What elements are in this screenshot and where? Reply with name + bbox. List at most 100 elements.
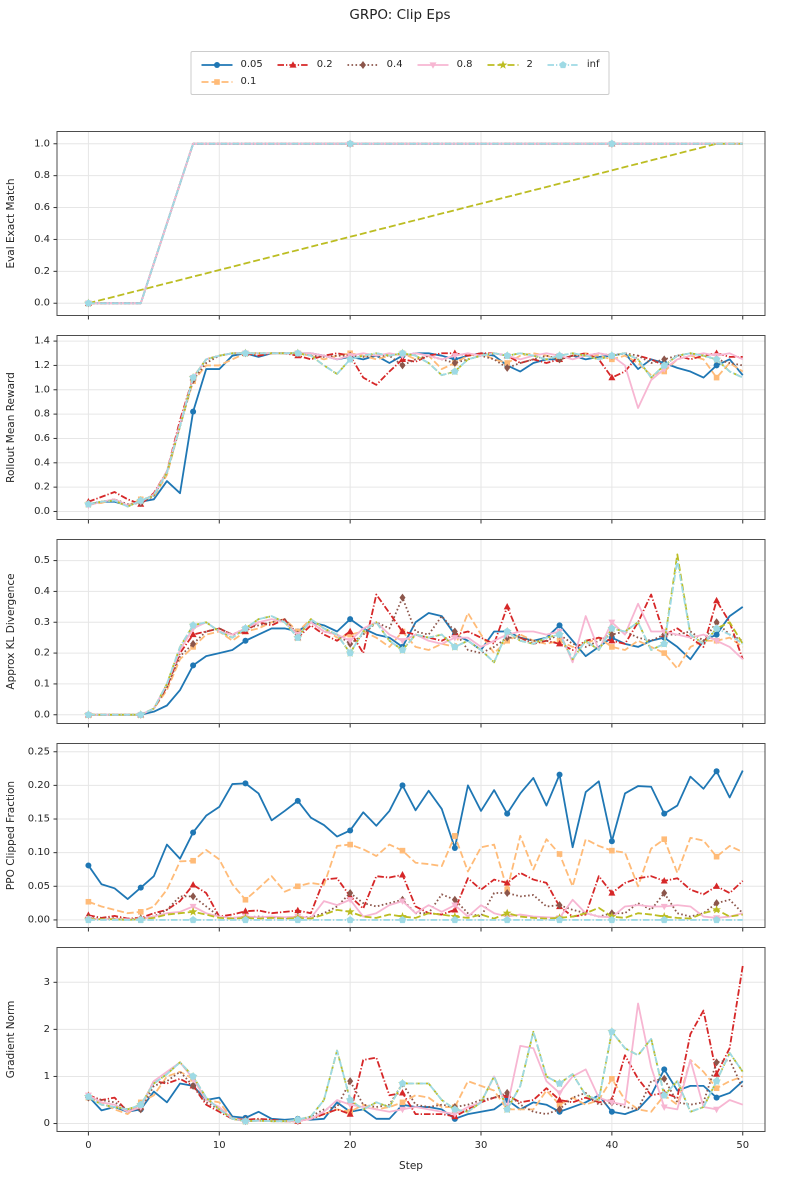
circle-marker xyxy=(608,1108,615,1115)
triangle-up-marker xyxy=(398,1089,406,1096)
pentagon-marker xyxy=(712,1077,721,1085)
series-inf xyxy=(88,142,743,305)
series-0.2 xyxy=(88,871,744,920)
pentagon-marker xyxy=(608,916,616,924)
x-axis-label: Step xyxy=(399,1160,423,1172)
y-tick-label: 0.2 xyxy=(34,648,50,659)
pentagon-marker xyxy=(346,916,354,924)
y-tick-label: 0.0 xyxy=(34,298,50,309)
diamond-marker xyxy=(451,627,458,636)
y-tick-label: 0.05 xyxy=(28,881,50,892)
diamond-marker xyxy=(556,1105,563,1114)
circle-marker xyxy=(294,797,301,804)
pentagon-marker xyxy=(84,710,93,718)
diamond-marker xyxy=(713,1058,720,1067)
pentagon-marker xyxy=(398,349,407,357)
diamond-marker xyxy=(347,1077,354,1086)
y-tick-label: 0.4 xyxy=(34,457,50,468)
x-tick-label: 50 xyxy=(736,1140,749,1151)
y-axis-label: PPO Clipped Fraction xyxy=(5,781,17,890)
legend: 0.05 0.2 0.4 0.8 2 inf 0.1 xyxy=(190,51,610,95)
pentagon-marker xyxy=(84,916,93,924)
chart-title: GRPO: Clip Eps xyxy=(349,7,451,23)
circle-marker xyxy=(556,622,563,629)
triangle-up-marker xyxy=(608,636,616,644)
pentagon-marker xyxy=(241,916,250,924)
subplot-canvas: 0.0 0.1 0.2 0.3 0.4 0.5 Approx KL Divergence xyxy=(5,539,766,728)
pentagon-marker xyxy=(398,646,407,654)
legend-item-0.4: 0.4 xyxy=(347,58,403,71)
triangle-down-marker xyxy=(660,1104,668,1111)
pentagon-marker xyxy=(503,351,511,359)
series-inf xyxy=(88,352,744,508)
y-tick-label: 0.2 xyxy=(34,266,50,277)
triangle-up-marker xyxy=(556,640,564,647)
triangle-down-marker xyxy=(451,353,459,360)
legend-item-inf: inf xyxy=(547,58,600,71)
circle-marker xyxy=(504,810,511,817)
circle-marker xyxy=(137,884,144,891)
legend-item-0.1: 0.1 xyxy=(201,75,263,88)
pentagon-marker xyxy=(451,1105,459,1113)
square-marker xyxy=(452,833,458,839)
circle-marker xyxy=(190,662,197,669)
pentagon-marker xyxy=(346,355,354,363)
triangle-up-marker xyxy=(660,877,668,884)
y-tick-label: 3 xyxy=(44,977,50,988)
square-marker xyxy=(347,841,353,848)
diamond-marker xyxy=(399,361,406,370)
y-tick-label: 0.4 xyxy=(34,234,50,245)
square-marker xyxy=(661,836,668,842)
series-0.1 xyxy=(88,834,744,915)
star-marker xyxy=(712,905,721,914)
pentagon-marker xyxy=(241,1117,250,1125)
pentagon-marker xyxy=(294,633,302,641)
pentagon-marker xyxy=(608,351,616,359)
subplot-gradient-norm: 0 1 2 3 0 10 20 30 40 50 Gradient Norm Step xyxy=(0,947,800,1180)
triangle-down-marker xyxy=(346,897,354,904)
diamond-marker xyxy=(360,60,367,69)
triangle-up-marker xyxy=(451,906,459,913)
y-tick-label: 0.2 xyxy=(34,482,50,493)
pentagon-marker xyxy=(712,624,721,632)
y-axis-label: Rollout Mean Reward xyxy=(5,372,17,483)
square-marker xyxy=(556,851,563,857)
square-marker xyxy=(661,650,668,656)
pentagon-marker xyxy=(503,1105,511,1113)
legend-label: 0.2 xyxy=(316,59,333,70)
diamond-marker xyxy=(661,355,668,364)
triangle-up-marker xyxy=(346,1110,354,1117)
legend-label: 2 xyxy=(526,59,533,70)
axes-frame xyxy=(56,335,766,520)
pentagon-marker xyxy=(555,630,564,638)
y-tick-label: 0.8 xyxy=(34,170,50,181)
pentagon-marker xyxy=(137,916,145,924)
y-tick-label: 1.4 xyxy=(34,336,50,347)
pentagon-marker xyxy=(346,1096,354,1104)
pentagon-marker xyxy=(608,1027,616,1035)
y-axis-label: Eval Exact Match xyxy=(5,178,17,268)
star-marker xyxy=(502,908,512,917)
pentagon-marker xyxy=(241,624,250,632)
pentagon-marker xyxy=(712,355,721,363)
circle-marker xyxy=(190,829,197,836)
y-tick-label: 0.3 xyxy=(34,617,50,628)
square-marker xyxy=(609,1076,615,1082)
pentagon-marker xyxy=(84,500,93,508)
diamond-marker xyxy=(504,1088,511,1097)
subplot-rollout-mean-reward: 0.0 0.2 0.4 0.6 0.8 1.0 1.2 1.4 Rollout Mean Rew… xyxy=(0,335,800,531)
subplot-approx-kl-divergence: 0.0 0.1 0.2 0.3 0.4 0.5 Approx KL Divergence xyxy=(0,539,800,735)
pentagon-marker xyxy=(608,624,616,632)
triangle-down-marker xyxy=(346,1102,354,1109)
triangle-up-marker xyxy=(608,373,616,381)
circle-marker xyxy=(713,362,720,369)
circle-marker xyxy=(661,1066,668,1073)
series-0.4 xyxy=(88,596,744,716)
triangle-up-marker xyxy=(346,627,354,635)
y-tick-label: 0.6 xyxy=(34,433,50,444)
circle-marker xyxy=(347,616,354,623)
axes-frame xyxy=(56,539,766,724)
pentagon-marker xyxy=(660,916,668,924)
y-tick-label: 0.1 xyxy=(34,678,50,689)
